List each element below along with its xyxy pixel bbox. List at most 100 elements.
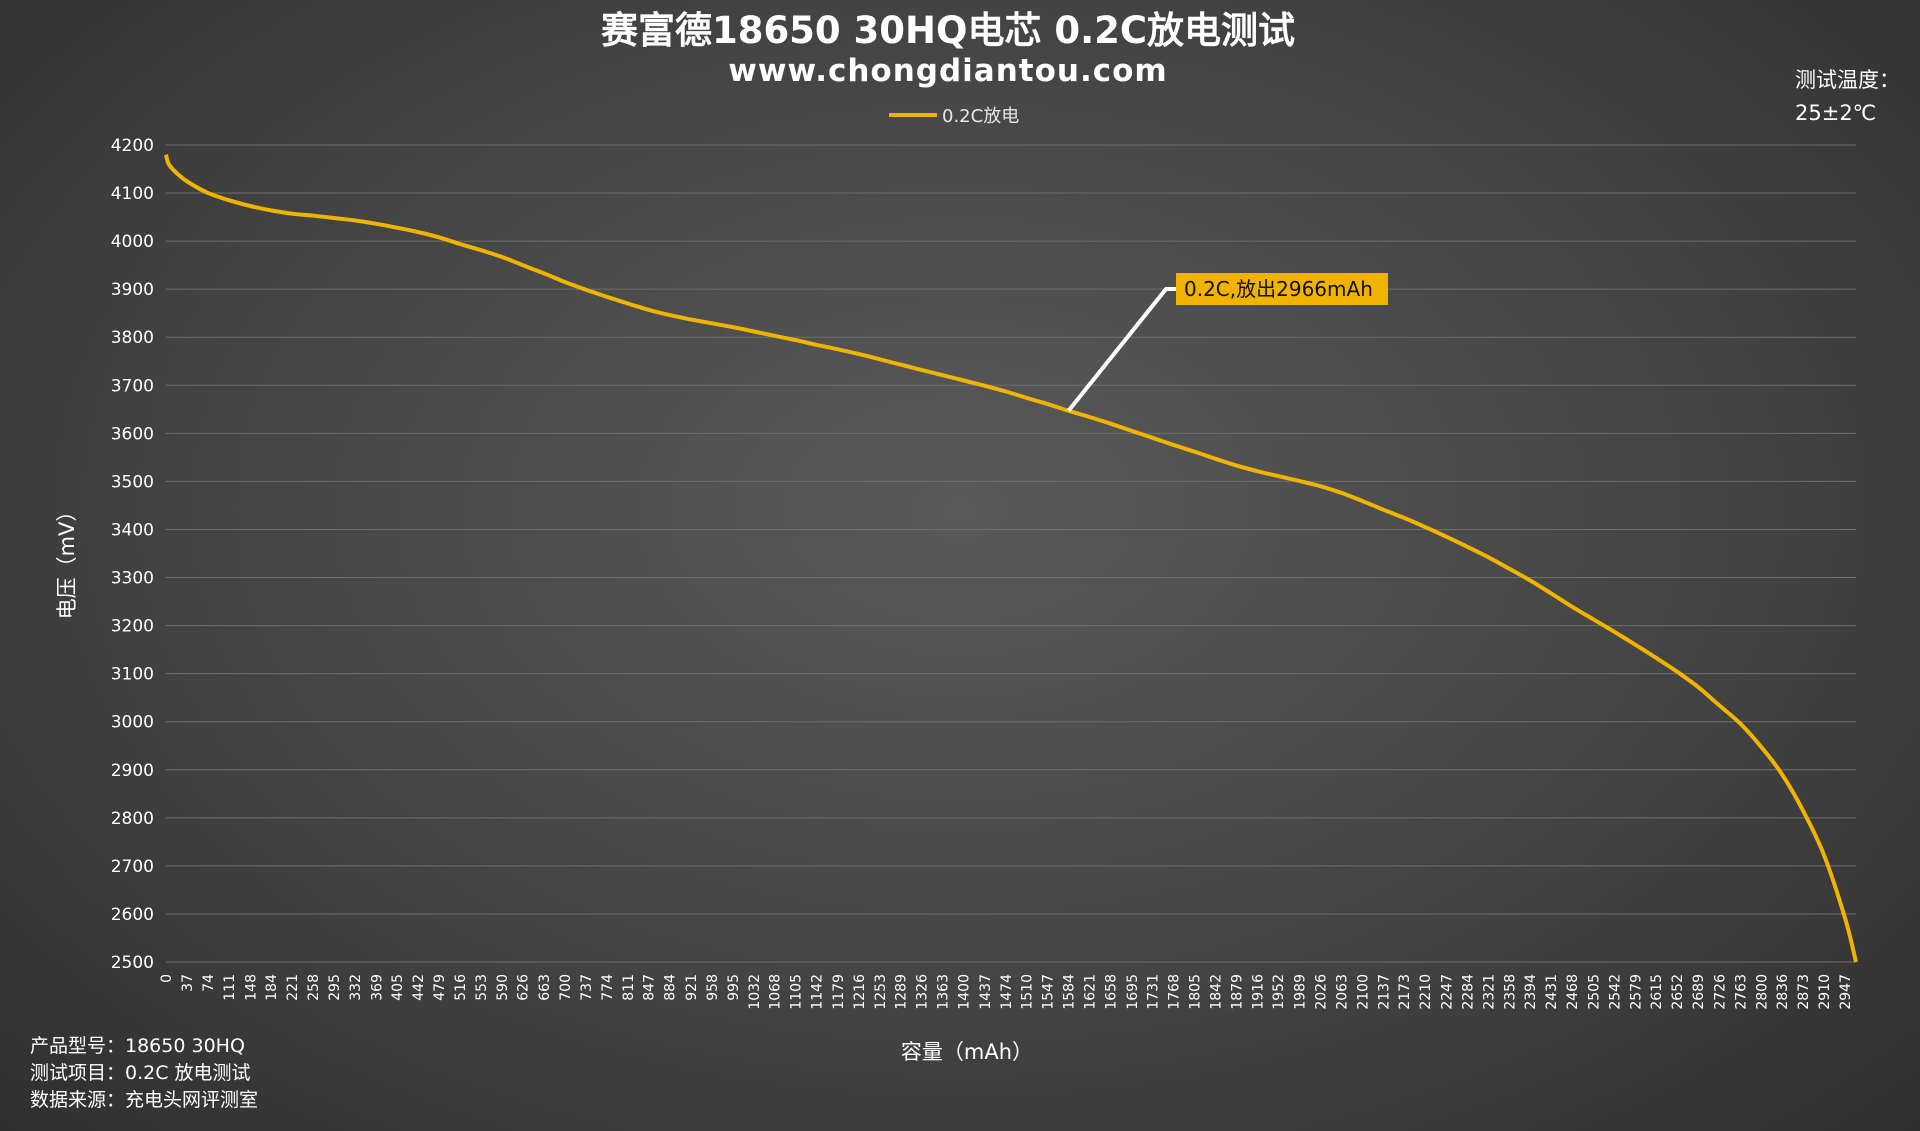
y-tick-label: 3000 — [111, 713, 154, 733]
footer-product-model: 产品型号：18650 30HQ — [30, 1035, 245, 1057]
x-tick-label: 148 — [243, 974, 259, 1001]
x-tick-label: 774 — [600, 974, 616, 1001]
y-axis-ticks: 4200 4100 4000 3900 3800 3700 3600 3500 3400 3300… — [111, 136, 154, 973]
x-tick-label: 2247 — [1439, 974, 1455, 1010]
y-tick-label: 3800 — [111, 328, 154, 348]
x-tick-label: 884 — [663, 974, 679, 1001]
legend-label: 0.2C放电 — [942, 106, 1019, 127]
x-tick-label: 0 — [159, 974, 175, 983]
x-tick-label: 405 — [390, 974, 406, 1001]
x-tick-label: 1326 — [915, 974, 931, 1010]
x-tick-label: 1842 — [1209, 974, 1225, 1010]
x-tick-label: 2394 — [1523, 974, 1539, 1010]
annotation-label: 0.2C,放出2966mAh — [1184, 277, 1373, 301]
x-tick-label: 2947 — [1838, 974, 1854, 1010]
x-tick-label: 2100 — [1356, 974, 1372, 1010]
y-tick-label: 3700 — [111, 376, 154, 396]
x-tick-label: 2542 — [1607, 974, 1623, 1010]
grid-lines — [166, 144, 1856, 963]
x-tick-label: 516 — [453, 974, 469, 1001]
x-tick-label: 1437 — [978, 974, 994, 1010]
x-tick-label: 1068 — [768, 974, 784, 1010]
temperature-value: 25±2℃ — [1795, 101, 1876, 125]
x-tick-label: 1989 — [1292, 974, 1308, 1010]
x-tick-label: 442 — [411, 974, 427, 1001]
x-tick-label: 1400 — [957, 974, 973, 1010]
y-tick-label: 3600 — [111, 424, 154, 444]
x-tick-label: 626 — [516, 974, 532, 1001]
chart-subtitle: www.chongdiantou.com — [728, 53, 1167, 89]
y-tick-label: 2800 — [111, 809, 154, 829]
x-tick-label: 1547 — [1040, 974, 1056, 1010]
y-tick-label: 3200 — [111, 617, 154, 637]
y-tick-label: 3300 — [111, 569, 154, 589]
x-tick-label: 700 — [558, 974, 574, 1001]
x-tick-label: 1584 — [1062, 974, 1078, 1010]
x-tick-label: 1805 — [1187, 974, 1203, 1010]
chart-title: 赛富德18650 30HQ电芯 0.2C放电测试 — [601, 9, 1295, 52]
x-tick-label: 2173 — [1397, 974, 1413, 1010]
x-tick-label: 1289 — [893, 974, 909, 1010]
x-tick-label: 1695 — [1125, 974, 1141, 1010]
x-tick-label: 1768 — [1166, 974, 1182, 1010]
x-tick-label: 2615 — [1649, 974, 1665, 1010]
x-tick-label: 2026 — [1313, 974, 1329, 1010]
x-tick-label: 2763 — [1733, 974, 1749, 1010]
x-tick-label: 74 — [201, 974, 217, 992]
y-tick-label: 2900 — [111, 761, 154, 781]
x-axis-ticks: 0 37 74 111 148 184 221 258 295 332 369 405 442 479 51… — [159, 974, 1854, 1010]
x-tick-label: 1032 — [747, 974, 763, 1010]
y-tick-label: 2600 — [111, 905, 154, 925]
x-tick-label: 37 — [180, 974, 196, 992]
x-tick-label: 2910 — [1817, 974, 1833, 1010]
x-tick-label: 1105 — [789, 974, 805, 1010]
y-tick-label: 3400 — [111, 520, 154, 540]
x-tick-label: 958 — [705, 974, 721, 1001]
x-tick-label: 1363 — [936, 974, 952, 1010]
x-tick-label: 2063 — [1334, 974, 1350, 1010]
annotation-box — [1176, 273, 1388, 305]
x-tick-label: 221 — [285, 974, 301, 1001]
x-tick-label: 1916 — [1251, 974, 1267, 1010]
y-tick-label: 3500 — [111, 472, 154, 492]
x-tick-label: 2689 — [1691, 974, 1707, 1010]
x-tick-label: 2431 — [1544, 974, 1560, 1010]
footer-test-item: 测试项目：0.2C 放电测试 — [30, 1062, 251, 1084]
legend: 0.2C放电 — [889, 106, 1019, 127]
x-tick-label: 369 — [369, 974, 385, 1001]
y-tick-label: 4200 — [111, 136, 154, 156]
series-line-0.2c-discharge — [164, 154, 1858, 963]
x-tick-label: 1879 — [1230, 974, 1246, 1010]
x-tick-label: 111 — [222, 974, 238, 1001]
x-tick-label: 2468 — [1565, 974, 1581, 1010]
annotation-leader-line — [1066, 287, 1176, 413]
x-tick-label: 2505 — [1586, 974, 1602, 1010]
x-tick-label: 332 — [348, 974, 364, 1001]
x-tick-label: 1216 — [852, 974, 868, 1010]
x-tick-label: 295 — [327, 974, 343, 1001]
series-layer — [164, 154, 1858, 963]
y-tick-label: 4000 — [111, 232, 154, 252]
temperature-label: 测试温度： — [1795, 68, 1900, 92]
x-tick-label: 1658 — [1104, 974, 1120, 1010]
x-tick-label: 811 — [621, 974, 637, 1001]
x-tick-label: 1474 — [999, 974, 1015, 1010]
x-tick-label: 2321 — [1481, 974, 1497, 1010]
y-tick-label: 3100 — [111, 665, 154, 685]
annotation: 0.2C,放出2966mAh — [1066, 273, 1388, 413]
y-axis-title: 电压（mV） — [55, 501, 79, 620]
x-tick-label: 258 — [306, 974, 322, 1001]
x-tick-label: 995 — [726, 974, 742, 1001]
x-tick-label: 1621 — [1083, 974, 1099, 1010]
x-tick-label: 2358 — [1503, 974, 1519, 1010]
x-tick-label: 2800 — [1754, 974, 1770, 1010]
x-tick-label: 184 — [264, 974, 280, 1001]
x-tick-label: 1179 — [831, 974, 847, 1010]
x-tick-label: 921 — [684, 974, 700, 1001]
x-tick-label: 2284 — [1460, 974, 1476, 1010]
x-tick-label: 2873 — [1796, 974, 1812, 1010]
x-tick-label: 847 — [642, 974, 658, 1001]
x-tick-label: 1510 — [1019, 974, 1035, 1010]
x-tick-label: 737 — [579, 974, 595, 1001]
